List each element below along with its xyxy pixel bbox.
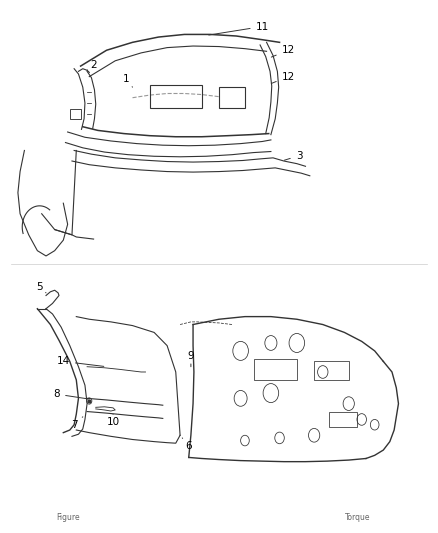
Text: 3: 3 [284,151,302,161]
Text: 9: 9 [187,351,194,367]
Text: 1: 1 [123,74,133,87]
Text: 12: 12 [271,71,295,84]
Text: 14: 14 [57,357,104,367]
Text: 12: 12 [271,45,295,57]
Text: Torque: Torque [345,513,370,521]
Text: 5: 5 [36,281,46,293]
Text: 6: 6 [182,438,192,451]
Text: 2: 2 [87,60,97,70]
Text: 7: 7 [71,417,83,430]
Text: Figure: Figure [56,513,79,521]
Text: 11: 11 [209,21,269,35]
Text: 10: 10 [106,414,120,427]
Text: 8: 8 [53,389,88,399]
